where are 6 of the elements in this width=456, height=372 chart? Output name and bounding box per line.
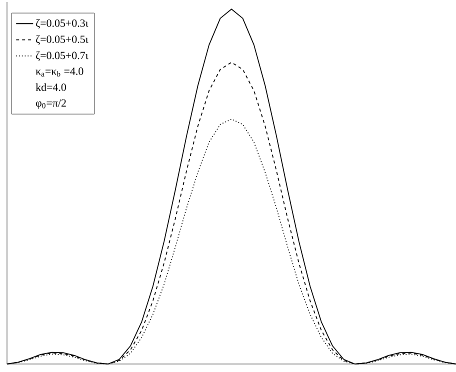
- annotation: kd=4.0: [36, 83, 66, 92]
- annotation: κ$_{a}$=κ$_{b}$ =4.0: [36, 68, 84, 77]
- legend-label: ζ=0.05+0.7ι: [36, 51, 88, 61]
- legend-label: ζ=0.05+0.3ι: [36, 19, 88, 29]
- legend-label: ζ=0.05+0.5ι: [36, 35, 88, 45]
- annotation: φ$_{0}$=π/2: [36, 99, 66, 109]
